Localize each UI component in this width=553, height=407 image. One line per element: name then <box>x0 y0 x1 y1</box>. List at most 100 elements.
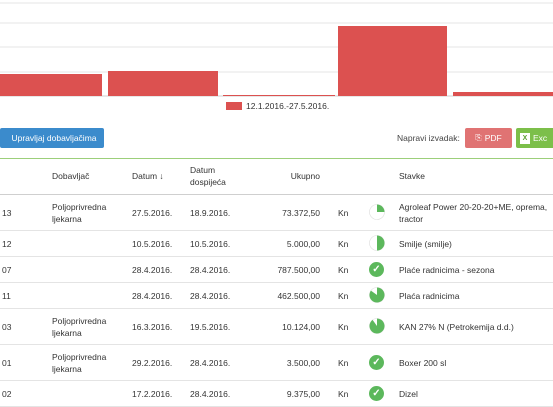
items-cell: Dizel <box>399 380 553 407</box>
invoice-number: 13 <box>0 194 52 231</box>
date-cell: 27.5.2016. <box>132 194 190 231</box>
amount-cell: 462.500,00 <box>252 282 320 309</box>
col-due-date-header[interactable]: Datum dospijeća <box>190 158 252 195</box>
amount-cell: 5.000,00 <box>252 230 320 257</box>
supplier-cell: Poljoprivredna ljekarna <box>52 194 132 231</box>
due-date-cell: 28.4.2016. <box>190 256 252 283</box>
chart-bar[interactable] <box>108 71 218 96</box>
items-cell: Plaća radnicima <box>399 282 553 309</box>
items-cell: Boxer 200 sl <box>399 344 553 381</box>
date-cell: 29.2.2016. <box>132 344 190 381</box>
date-cell: 28.4.2016. <box>132 282 190 309</box>
amount-cell: 10.124,00 <box>252 308 320 345</box>
table-row[interactable]: 12 10.5.2016. 10.5.2016. 5.000,00 Kn Smilje (… <box>0 230 553 257</box>
invoice-number: 03 <box>0 308 52 345</box>
invoice-number: 12 <box>0 230 52 257</box>
col-currency-header <box>320 158 369 195</box>
currency-cell: Kn <box>320 380 369 407</box>
paid-check-icon: ✓ <box>369 386 384 401</box>
supplier-cell <box>52 282 132 309</box>
currency-cell: Kn <box>320 256 369 283</box>
payment-progress-icon <box>369 234 385 251</box>
payment-progress-icon <box>369 317 385 334</box>
col-id-header[interactable] <box>0 158 52 195</box>
supplier-cell <box>52 380 132 407</box>
invoices-table: Dobavljač Datum ↓ Datum dospijeća Ukupno… <box>0 158 553 407</box>
amount-cell: 787.500,00 <box>252 256 320 283</box>
currency-cell: Kn <box>320 282 369 309</box>
status-cell <box>369 308 399 345</box>
chart-bar[interactable] <box>0 74 102 96</box>
invoice-number: 07 <box>0 256 52 283</box>
status-cell: ✓ <box>369 380 399 407</box>
expenses-bar-chart <box>0 2 553 97</box>
table-row[interactable]: 02 17.2.2016. 28.4.2016. 9.375,00 Kn ✓ Dizel <box>0 380 553 407</box>
pdf-icon: ⎘ <box>475 133 482 142</box>
payment-progress-fill <box>369 287 385 302</box>
payment-progress-icon <box>369 286 385 303</box>
payment-progress-fill <box>377 235 385 250</box>
currency-cell: Kn <box>320 308 369 345</box>
due-date-cell: 28.4.2016. <box>190 344 252 381</box>
due-date-cell: 19.5.2016. <box>190 308 252 345</box>
col-items-header[interactable]: Stavke <box>399 158 553 195</box>
date-cell: 17.2.2016. <box>132 380 190 407</box>
status-cell: ✓ <box>369 344 399 381</box>
payment-progress-fill <box>377 204 385 212</box>
export-pdf-button[interactable]: ⎘ PDF <box>465 128 512 148</box>
manage-vendors-button[interactable]: Upravljaj dobavljačima <box>0 128 104 148</box>
status-cell <box>369 194 399 231</box>
table-row[interactable]: 07 28.4.2016. 28.4.2016. 787.500,00 Kn ✓ Plaće… <box>0 256 553 283</box>
due-date-cell: 18.9.2016. <box>190 194 252 231</box>
amount-cell: 3.500,00 <box>252 344 320 381</box>
table-row[interactable]: 11 28.4.2016. 28.4.2016. 462.500,00 Kn Plaća … <box>0 282 553 309</box>
excel-label: Exc <box>533 133 548 143</box>
legend-swatch <box>226 102 242 110</box>
chart-legend[interactable]: 12.1.2016.-27.5.2016. <box>226 100 329 112</box>
amount-cell: 9.375,00 <box>252 380 320 407</box>
currency-cell: Kn <box>320 344 369 381</box>
col-status-header <box>369 158 399 195</box>
date-cell: 28.4.2016. <box>132 256 190 283</box>
chart-bar[interactable] <box>338 26 447 96</box>
items-cell: Agroleaf Power 20-20-20+ME, oprema, trac… <box>399 194 553 231</box>
status-cell: ✓ <box>369 256 399 283</box>
due-date-cell: 10.5.2016. <box>190 230 252 257</box>
payment-progress-fill <box>369 318 385 333</box>
chart-bar[interactable] <box>223 95 335 96</box>
items-cell: Smilje (smilje) <box>399 230 553 257</box>
amount-cell: 73.372,50 <box>252 194 320 231</box>
due-date-cell: 28.4.2016. <box>190 282 252 309</box>
date-cell: 10.5.2016. <box>132 230 190 257</box>
supplier-cell <box>52 230 132 257</box>
currency-cell: Kn <box>320 194 369 231</box>
due-date-cell: 28.4.2016. <box>190 380 252 407</box>
invoice-number: 01 <box>0 344 52 381</box>
payment-progress-icon <box>369 203 385 220</box>
supplier-cell: Poljoprivredna ljekarna <box>52 344 132 381</box>
table-row[interactable]: 01 Poljoprivredna ljekarna 29.2.2016. 28.4.… <box>0 344 553 381</box>
pdf-label: PDF <box>484 133 502 143</box>
status-cell <box>369 282 399 309</box>
col-total-header[interactable]: Ukupno <box>252 158 320 195</box>
items-cell: KAN 27% N (Petrokemija d.d.) <box>399 308 553 345</box>
excel-icon: X <box>520 132 530 144</box>
chart-bar[interactable] <box>453 92 553 96</box>
table-row[interactable]: 03 Poljoprivredna ljekarna 16.3.2016. 19.5.… <box>0 308 553 345</box>
invoice-number: 02 <box>0 380 52 407</box>
supplier-cell: Poljoprivredna ljekarna <box>52 308 132 345</box>
currency-cell: Kn <box>320 230 369 257</box>
col-date-header[interactable]: Datum ↓ <box>132 158 190 195</box>
table-row[interactable]: 13 Poljoprivredna ljekarna 27.5.2016. 18.9.… <box>0 194 553 231</box>
export-label: Napravi izvadak: <box>397 133 460 143</box>
date-cell: 16.3.2016. <box>132 308 190 345</box>
supplier-cell <box>52 256 132 283</box>
table-header-row: Dobavljač Datum ↓ Datum dospijeća Ukupno… <box>0 158 553 195</box>
col-supplier-header[interactable]: Dobavljač <box>52 158 132 195</box>
status-cell <box>369 230 399 257</box>
export-excel-button[interactable]: X Exc <box>516 128 553 148</box>
legend-label: 12.1.2016.-27.5.2016. <box>246 101 330 111</box>
items-cell: Plaće radnicima - sezona <box>399 256 553 283</box>
paid-check-icon: ✓ <box>369 355 384 370</box>
invoice-number: 11 <box>0 282 52 309</box>
